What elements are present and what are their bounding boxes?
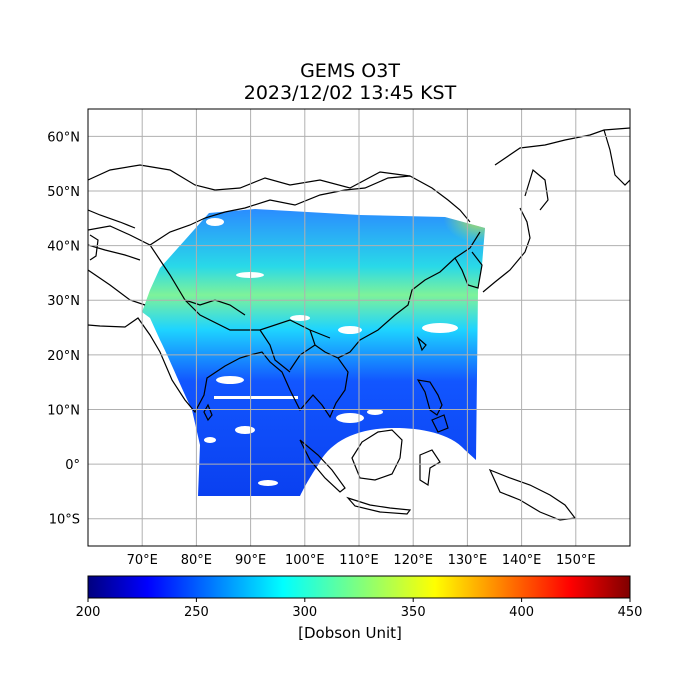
lon-tick-label: 70°E [127, 553, 158, 568]
lat-tick-label: 50°N [47, 185, 80, 200]
map-title: GEMS O3T [300, 60, 400, 82]
colorbar-tick-label: 400 [509, 605, 535, 620]
colorbar-tick-label: 200 [75, 605, 101, 620]
missing-data-areas [204, 218, 458, 486]
lat-tick-label: 40°N [47, 240, 80, 255]
colorbar-tick-label: 450 [617, 605, 643, 620]
lon-tick-label: 100°E [285, 553, 325, 568]
lon-tick-label: 150°E [556, 553, 596, 568]
lon-tick-label: 140°E [502, 553, 542, 568]
colorbar-tick-label: 300 [292, 605, 318, 620]
colorbar-tick-marks [87, 598, 631, 602]
inland-sea [89, 234, 99, 261]
lon-tick-label: 110°E [339, 553, 379, 568]
colorbar-tick-label: 250 [183, 605, 209, 620]
lat-tick-label: 0° [65, 458, 80, 473]
colorbar-label: [Dobson Unit] [298, 624, 402, 642]
lon-tick-label: 90°E [235, 553, 266, 568]
lat-tick-label: 30°N [47, 294, 80, 309]
colorbar-tick-label: 350 [400, 605, 426, 620]
lat-tick-label: 60°N [47, 130, 80, 145]
latitude-tick-labels: 60°N 50°N 40°N 30°N 20°N 10°N 0° 10°S [47, 130, 80, 527]
colorbar [87, 575, 631, 599]
longitude-tick-labels: 70°E 80°E 90°E 100°E 110°E 120°E 130°E 140°E 150… [127, 553, 596, 568]
lon-tick-label: 120°E [393, 553, 433, 568]
gridlines [88, 109, 630, 546]
ozone-data-field [142, 209, 485, 496]
ozone-high-region [380, 215, 485, 292]
lon-tick-label: 80°E [181, 553, 212, 568]
lat-tick-label: 20°N [47, 349, 80, 364]
map-frame [87, 108, 631, 547]
lat-tick-label: 10°S [49, 513, 80, 528]
lon-tick-label: 130°E [448, 553, 488, 568]
lat-tick-label: 10°N [47, 403, 80, 418]
map-subtitle-datetime: 2023/12/02 13:45 KST [243, 82, 457, 104]
